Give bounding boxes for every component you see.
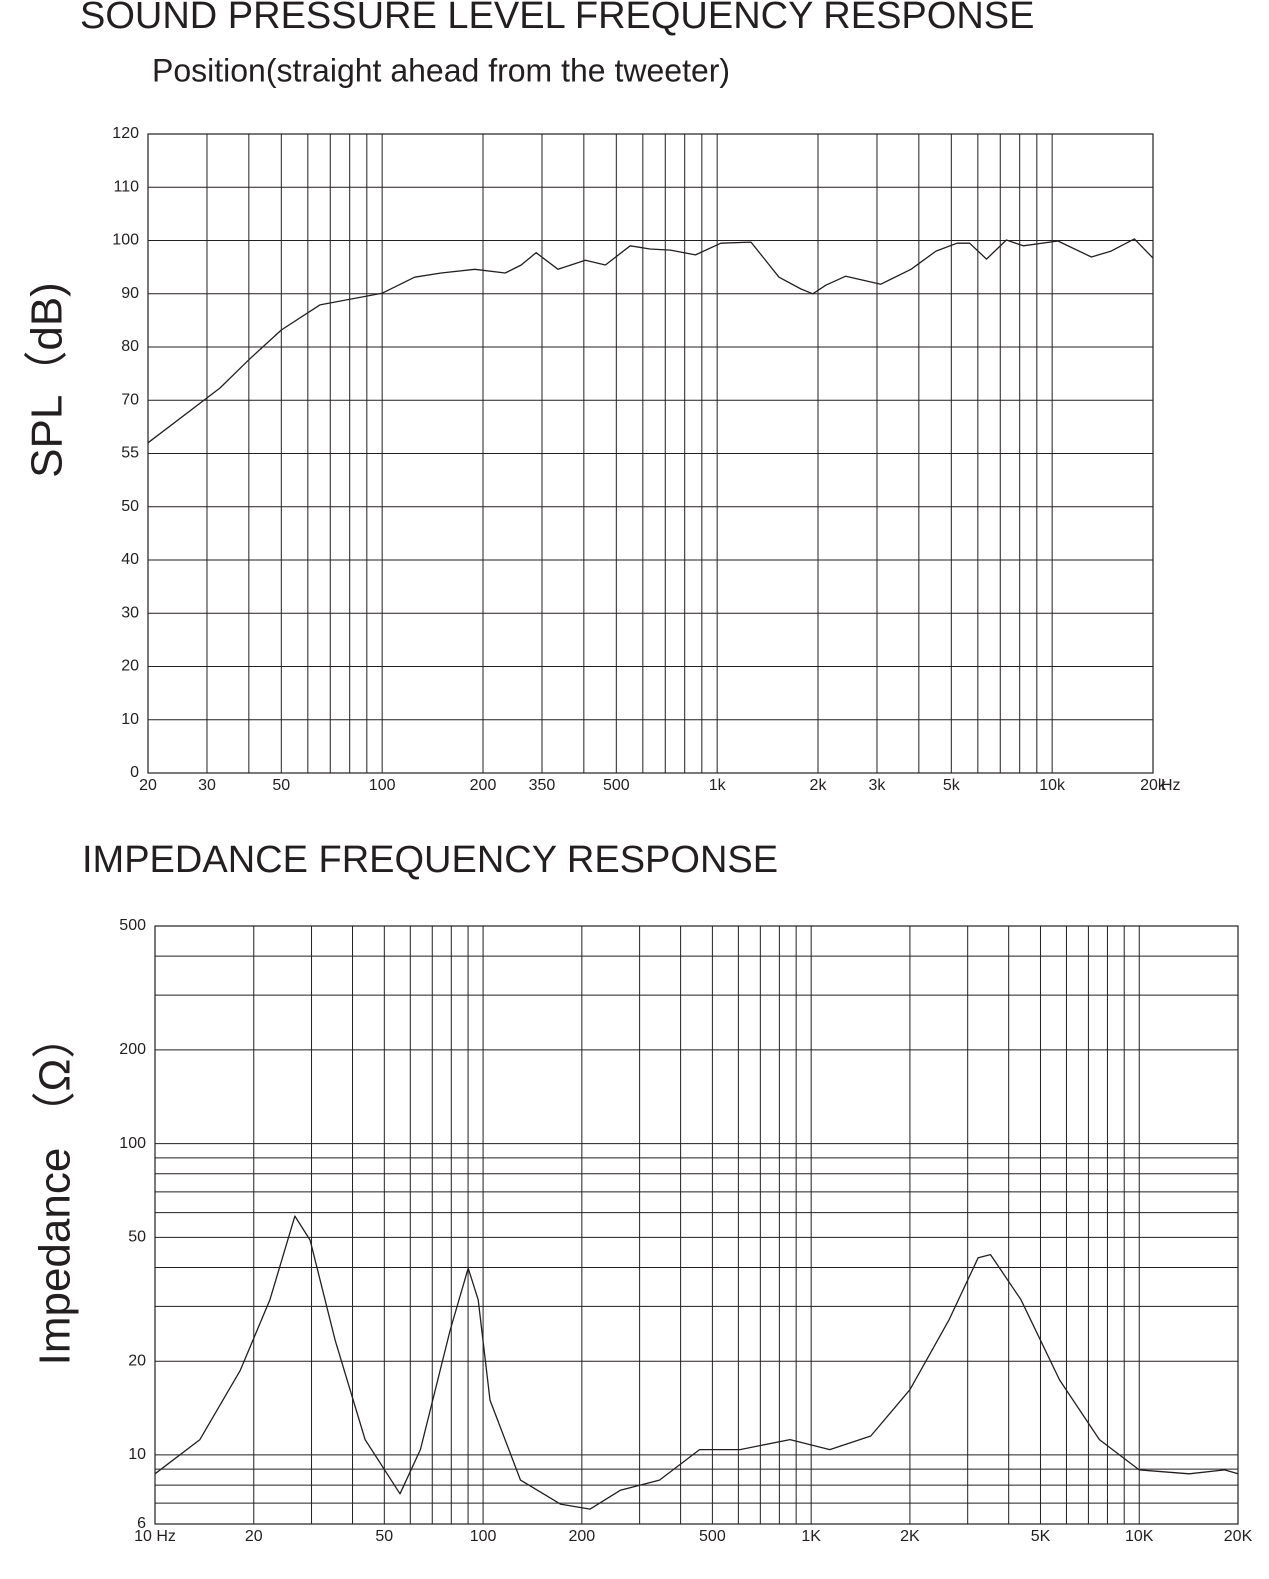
y-tick-label: 120 bbox=[112, 125, 139, 142]
y-tick-label: 70 bbox=[121, 391, 139, 408]
y-tick-label: 50 bbox=[128, 1229, 146, 1246]
y-tick-label: 50 bbox=[121, 498, 139, 515]
x-tick-label: 50 bbox=[375, 1528, 393, 1545]
x-tick-label: 1k bbox=[709, 777, 727, 794]
y-tick-label: 110 bbox=[113, 178, 139, 195]
x-tick-label: 100 bbox=[369, 777, 396, 794]
y-tick-label: 80 bbox=[121, 338, 139, 355]
data-line bbox=[154, 1215, 1239, 1510]
x-tick-label: 100 bbox=[470, 1528, 497, 1545]
x-tick-label: 30 bbox=[198, 777, 216, 794]
x-tick-label: 20k bbox=[1140, 777, 1167, 794]
x-tick-label: 3k bbox=[869, 777, 887, 794]
y-tick-label: 20 bbox=[121, 658, 139, 675]
x-tick-label: 350 bbox=[529, 777, 556, 794]
y-axis-label: SPL（dB) bbox=[23, 282, 72, 478]
plot-frame bbox=[147, 133, 1154, 774]
y-tick-label: 200 bbox=[119, 1041, 146, 1058]
plot-frame bbox=[154, 925, 1239, 1525]
x-tick-label: 5k bbox=[943, 777, 961, 794]
chart-subtitle: Position(straight ahead from the tweeter… bbox=[152, 52, 730, 88]
y-tick-label: 10 bbox=[121, 711, 139, 728]
chart-title: SOUND PRESSURE LEVEL FREQUENCY RESPONSE bbox=[80, 0, 1034, 37]
y-tick-label: 100 bbox=[119, 1135, 146, 1152]
x-tick-label: 20 bbox=[245, 1528, 263, 1545]
x-tick-label: 200 bbox=[568, 1528, 595, 1545]
x-tick-label: 500 bbox=[699, 1528, 726, 1545]
x-tick-label: 2k bbox=[810, 777, 828, 794]
y-tick-label: 10 bbox=[128, 1446, 146, 1463]
y-tick-label: 6 bbox=[137, 1515, 146, 1532]
x-tick-label: 10 Hz bbox=[134, 1528, 176, 1545]
chart-title: IMPEDANCE FREQUENCY RESPONSE bbox=[82, 839, 778, 881]
y-tick-label: 500 bbox=[119, 917, 146, 934]
x-tick-label: 2K bbox=[900, 1528, 920, 1545]
y-tick-label: 30 bbox=[121, 604, 139, 621]
y-tick-label: 40 bbox=[121, 551, 139, 568]
y-tick-label: 20 bbox=[128, 1352, 146, 1369]
x-tick-label: 10k bbox=[1039, 777, 1066, 794]
x-tick-label: 20K bbox=[1224, 1528, 1253, 1545]
x-tick-label: 200 bbox=[470, 777, 497, 794]
x-tick-label: 50 bbox=[272, 777, 290, 794]
x-axis-label: Hz bbox=[1161, 777, 1181, 794]
data-line bbox=[147, 238, 1154, 444]
y-tick-label: 55 bbox=[121, 445, 139, 462]
x-tick-label: 500 bbox=[603, 777, 630, 794]
y-tick-label: 100 bbox=[112, 232, 139, 249]
x-tick-label: 20 bbox=[139, 777, 157, 794]
x-tick-label: 5K bbox=[1031, 1528, 1051, 1545]
y-tick-label: 90 bbox=[121, 285, 139, 302]
x-tick-label: 1K bbox=[801, 1528, 821, 1545]
x-tick-label: 10K bbox=[1125, 1528, 1154, 1545]
y-axis-label: Impedance （Ω） bbox=[31, 1015, 80, 1366]
y-tick-label: 0 bbox=[130, 764, 139, 781]
